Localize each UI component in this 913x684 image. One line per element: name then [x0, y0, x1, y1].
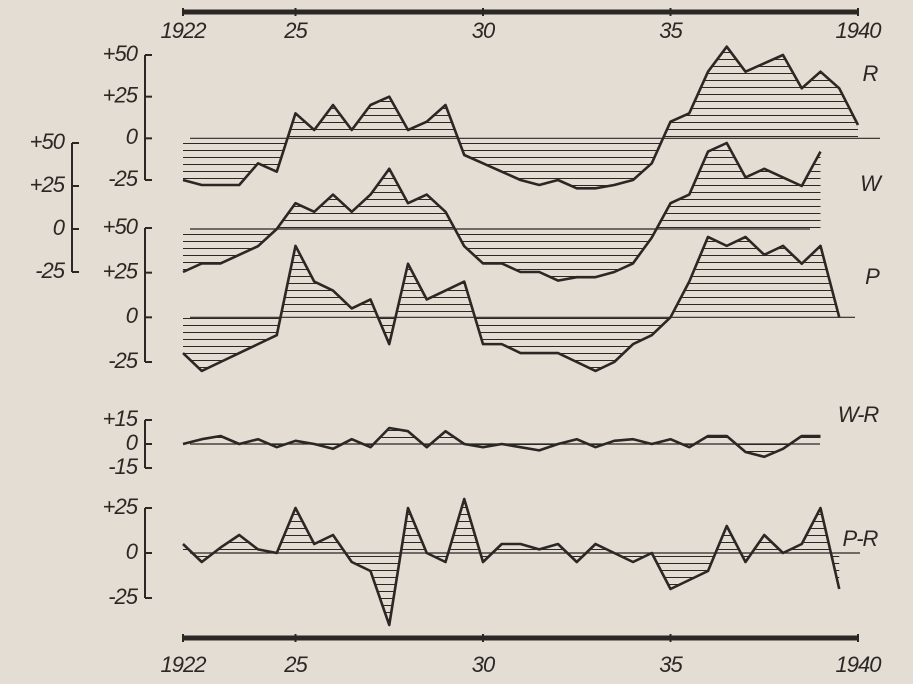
y-tick-label: +50 [103, 214, 139, 239]
y-tick-label: 0 [126, 539, 139, 564]
y-tick-label: -25 [108, 166, 139, 191]
x-tick-label: 1940 [836, 18, 883, 43]
series-line [182, 141, 822, 282]
y-tick-label: 0 [126, 303, 139, 328]
y-tick-label: +15 [103, 406, 139, 431]
hatch-area [183, 143, 821, 281]
x-tick-label: 30 [472, 18, 496, 43]
hatch-area [183, 46, 858, 189]
y-tick-label: -25 [108, 584, 139, 609]
y-tick-label: 0 [126, 124, 139, 149]
y-tick-label: 0 [53, 215, 66, 240]
series-line [182, 497, 841, 627]
y-tick-label: +50 [30, 129, 66, 154]
x-tick-label: 25 [283, 18, 308, 43]
x-tick-label: 35 [659, 652, 683, 677]
y-tick-label: +50 [103, 41, 139, 66]
y-tick-label: 0 [126, 430, 139, 455]
series-line [182, 426, 821, 459]
series-label: P [865, 264, 880, 289]
hatch-area [183, 499, 840, 625]
series-line [182, 235, 841, 373]
y-tick-label: +25 [103, 494, 139, 519]
y-tick-label: +25 [30, 172, 66, 197]
x-tick-label: 1922 [161, 652, 207, 677]
series-label: W-R [838, 402, 880, 427]
hatch-area [183, 236, 840, 371]
series-line [182, 45, 860, 190]
series-label: W [860, 171, 883, 196]
y-tick-label: +25 [103, 258, 139, 283]
series-label: R [863, 61, 879, 86]
y-tick-label: -15 [108, 454, 139, 479]
x-tick-label: 25 [283, 652, 308, 677]
x-tick-label: 1940 [836, 652, 883, 677]
x-tick-label: 35 [659, 18, 683, 43]
y-tick-label: -25 [108, 348, 139, 373]
x-tick-label: 1922 [161, 18, 207, 43]
y-tick-label: +25 [103, 82, 139, 107]
series-label: P-R [843, 526, 879, 551]
x-tick-label: 30 [472, 652, 496, 677]
y-tick-label: -25 [35, 258, 66, 283]
